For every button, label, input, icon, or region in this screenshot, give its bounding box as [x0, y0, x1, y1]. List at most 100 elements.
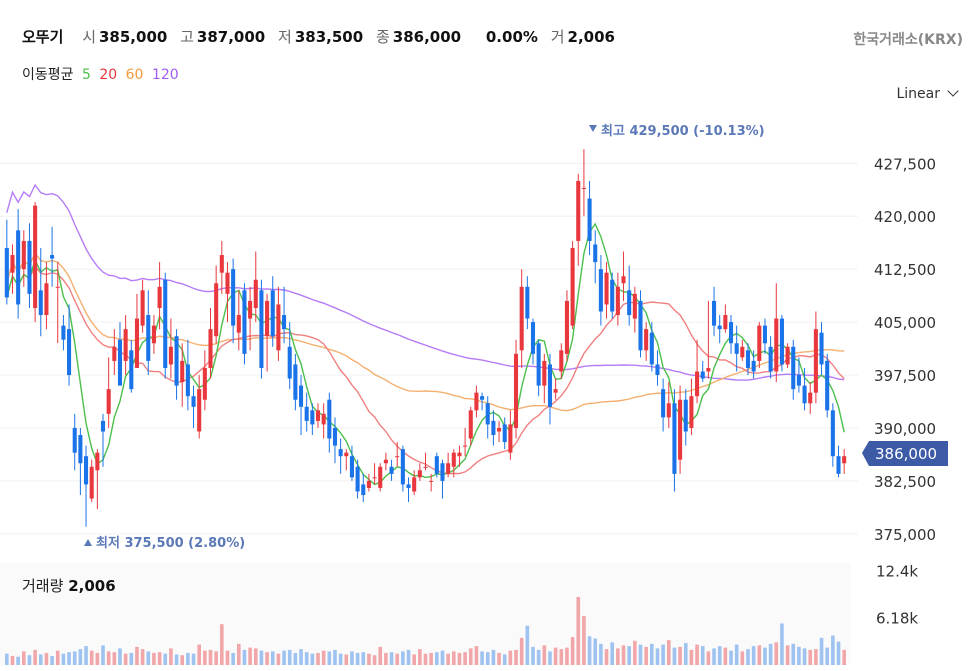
- volume-bar: [672, 647, 677, 665]
- volume-bar: [785, 645, 790, 665]
- candle: [67, 304, 72, 386]
- candle-body: [231, 269, 236, 326]
- candle-body: [779, 318, 784, 365]
- volume-bar: [101, 645, 105, 665]
- volume-bar: [321, 650, 326, 665]
- candle-body: [638, 300, 643, 351]
- candle-body: [344, 452, 349, 457]
- volume-tick-label: 12.4k: [876, 562, 918, 580]
- candle: [440, 459, 445, 499]
- volume-bar: [95, 652, 100, 665]
- volume-title-value: 2,006: [68, 577, 116, 595]
- candle: [225, 262, 230, 323]
- volume-bar: [197, 644, 202, 665]
- candle-body: [44, 283, 49, 316]
- high-annotation: 최고 429,500 (-10.13%): [589, 124, 765, 139]
- candle-body: [825, 360, 830, 411]
- candle-body: [84, 456, 89, 485]
- candle: [4, 219, 9, 305]
- candle-body: [734, 343, 739, 354]
- moving-average-legend[interactable]: 이동평균 5 20 60 120: [22, 64, 183, 84]
- scale-dropdown[interactable]: Linear: [896, 85, 959, 102]
- candle-body: [157, 286, 162, 308]
- volume-bar: [627, 646, 631, 665]
- candle-body: [678, 399, 683, 460]
- volume-bar: [531, 646, 535, 665]
- candle-body: [808, 392, 813, 404]
- volume-bar: [299, 649, 303, 665]
- candle-body: [581, 187, 586, 189]
- candle-body: [502, 424, 507, 443]
- volume-bar: [440, 650, 445, 665]
- volume-bar: [412, 654, 416, 665]
- candle: [16, 209, 21, 319]
- volume-bar: [225, 650, 230, 665]
- candle: [253, 251, 258, 323]
- candle-body: [695, 371, 700, 397]
- price-tick-label: 382,500: [874, 473, 936, 491]
- candle: [276, 286, 281, 361]
- current-price-tag: 386,000: [862, 441, 948, 466]
- candle-body: [740, 346, 745, 358]
- candle-body: [400, 449, 405, 485]
- candle: [214, 265, 219, 344]
- candle-body: [248, 300, 253, 319]
- volume-bar: [797, 646, 801, 665]
- candle-body: [338, 449, 343, 457]
- volume-bar: [836, 641, 841, 665]
- volume-bar: [5, 653, 9, 665]
- change-value: 0.00%: [485, 28, 538, 46]
- candle: [10, 244, 15, 294]
- candle: [632, 286, 637, 333]
- candle-body: [649, 332, 654, 365]
- volume-bar: [276, 653, 281, 665]
- candle-body: [180, 360, 185, 383]
- candle-body: [304, 406, 309, 421]
- candle-body: [440, 463, 445, 481]
- volume-bar: [253, 648, 258, 665]
- candle-body: [361, 484, 366, 496]
- candle-body: [185, 364, 190, 397]
- volume-bar: [33, 649, 37, 665]
- candle-body: [463, 445, 468, 447]
- volume-bar: [599, 643, 603, 665]
- candle-body: [480, 396, 485, 400]
- candle: [712, 286, 717, 337]
- candle: [570, 240, 575, 330]
- candle: [27, 223, 32, 308]
- candle: [649, 322, 654, 372]
- candle-body: [27, 240, 32, 294]
- volume-bar: [604, 649, 609, 665]
- candle: [836, 445, 841, 478]
- candle-body: [745, 350, 751, 368]
- candle: [547, 353, 553, 425]
- low-label: 저: [278, 28, 292, 46]
- candle-body: [112, 346, 117, 361]
- volume-bar: [231, 652, 235, 665]
- volume-bar: [236, 643, 241, 665]
- candle: [95, 449, 100, 510]
- candle-body: [774, 318, 779, 372]
- candle-body: [564, 300, 569, 354]
- candle: [327, 392, 332, 453]
- volume-bar: [497, 652, 501, 665]
- candle-body: [712, 300, 717, 326]
- candle: [734, 325, 739, 372]
- candle-body: [587, 198, 592, 241]
- volume-bar: [717, 646, 722, 665]
- candle: [50, 226, 55, 287]
- volume-bar: [576, 597, 581, 665]
- price-tag-shape: [862, 441, 948, 466]
- candle-body: [61, 325, 66, 340]
- volume-bar: [350, 651, 354, 665]
- candle-body: [191, 396, 196, 407]
- candle: [310, 403, 315, 436]
- candle-body: [819, 332, 824, 365]
- candle: [429, 473, 434, 492]
- candle: [598, 255, 603, 326]
- candle-body: [525, 286, 530, 319]
- candle-body: [519, 286, 524, 351]
- candle-body: [542, 360, 547, 386]
- candle-body: [151, 325, 156, 344]
